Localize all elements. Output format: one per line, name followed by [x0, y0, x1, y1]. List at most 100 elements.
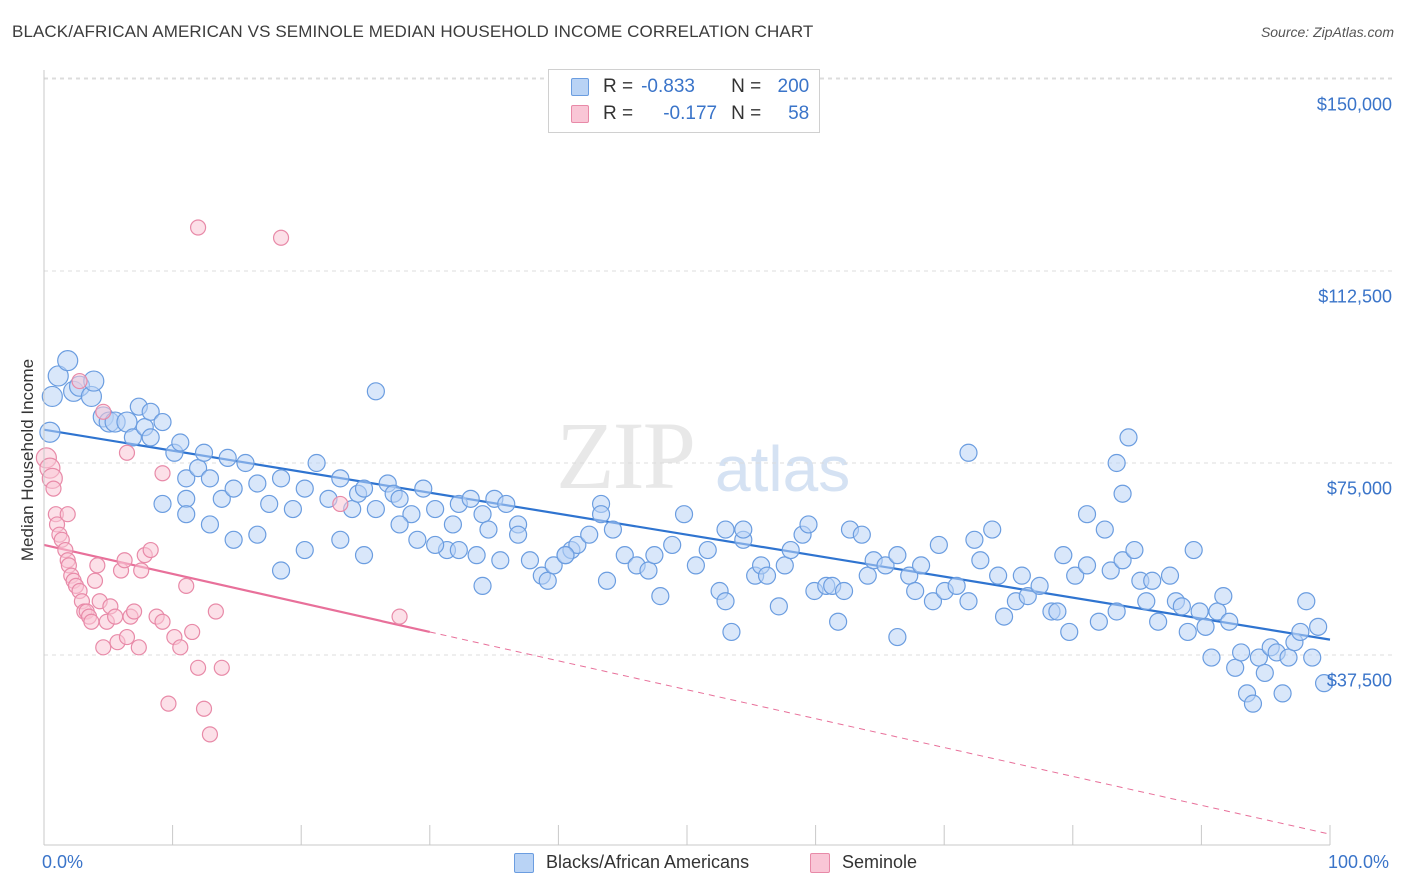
- blacks-point: [1137, 592, 1156, 611]
- blacks-point: [1303, 648, 1322, 667]
- blacks-point: [307, 453, 326, 473]
- blacks-point: [799, 515, 818, 534]
- legend-swatch-pink: [810, 852, 830, 873]
- blacks-point: [568, 535, 587, 555]
- blacks-point: [1054, 546, 1073, 565]
- blacks-point: [639, 561, 658, 580]
- blacks-point: [888, 627, 907, 647]
- blacks-point: [1125, 540, 1144, 560]
- blacks-point: [1101, 561, 1120, 580]
- blacks-point: [1309, 617, 1328, 636]
- correlation-legend: R = -0.833 N = 200 R = -0.177 N = 58: [548, 69, 820, 133]
- y-tick-label: $37,500: [1326, 670, 1392, 691]
- blacks-point: [1089, 612, 1108, 631]
- blacks-point: [1048, 602, 1067, 621]
- blacks-point: [141, 402, 160, 421]
- y-tick-label: $75,000: [1326, 478, 1392, 499]
- blacks-point: [366, 499, 385, 519]
- blacks-point: [224, 479, 243, 498]
- seminole-point: [125, 603, 143, 620]
- blacks-point: [295, 540, 314, 560]
- blacks-point: [1149, 612, 1168, 631]
- blacks-point: [1030, 576, 1049, 595]
- blacks-point: [645, 546, 664, 565]
- blacks-point: [248, 525, 267, 544]
- blacks-point: [989, 566, 1008, 585]
- blacks-point: [651, 587, 670, 606]
- blacks-point: [781, 540, 800, 560]
- r-value-blue: -0.833: [641, 76, 695, 97]
- seminole-point: [116, 552, 133, 569]
- blacks-point: [1178, 622, 1197, 642]
- blacks-point: [123, 428, 142, 447]
- blacks-point: [283, 499, 303, 519]
- seminole-point: [86, 572, 104, 589]
- blacks-point: [829, 612, 848, 631]
- seminole-point: [71, 372, 88, 390]
- blacks-point: [580, 525, 599, 544]
- seminole-point: [107, 608, 124, 625]
- blacks-point: [39, 421, 61, 443]
- r-label: R =: [603, 103, 634, 124]
- blacks-point: [852, 525, 871, 544]
- blacks-point: [1255, 663, 1274, 683]
- seminole-point: [201, 726, 219, 743]
- blacks-point: [1220, 612, 1239, 631]
- legend-swatch-blue: [571, 78, 589, 96]
- blacks-point: [959, 592, 978, 611]
- blacks-point: [923, 592, 943, 611]
- blacks-point: [1113, 551, 1132, 570]
- blacks-point: [1184, 540, 1203, 560]
- blacks-point: [141, 428, 160, 447]
- blacks-point: [1232, 643, 1251, 662]
- blacks-point: [366, 382, 385, 401]
- blacks-point: [1095, 520, 1114, 539]
- seminole-trendline: [43, 543, 431, 634]
- blacks-point: [1077, 505, 1097, 524]
- blacks-point: [994, 607, 1014, 626]
- blacks-point: [177, 505, 196, 524]
- blacks-point: [757, 566, 777, 585]
- seminole-point: [213, 659, 230, 676]
- blacks-point: [331, 530, 350, 549]
- blacks-point: [467, 546, 486, 565]
- blacks-point: [947, 576, 966, 595]
- legend-row-pink: R = -0.177 N = 58: [571, 103, 809, 125]
- blacks-point: [1077, 556, 1097, 575]
- blacks-point: [449, 540, 468, 560]
- blacks-point: [461, 489, 480, 508]
- blacks-point: [1172, 597, 1191, 616]
- blacks-point: [414, 479, 433, 498]
- blacks-point: [354, 546, 374, 565]
- blacks-point: [983, 520, 1002, 539]
- blacks-point: [722, 622, 741, 642]
- seminole-point: [391, 608, 408, 625]
- blacks-point: [1291, 622, 1310, 642]
- blacks-point: [1160, 566, 1180, 585]
- legend-swatch-blue: [514, 852, 534, 873]
- blacks-point: [834, 581, 854, 601]
- seminole-point: [154, 465, 171, 482]
- blacks-point: [354, 479, 374, 498]
- blacks-point: [965, 530, 984, 549]
- blacks-point: [153, 412, 172, 432]
- blacks-point: [769, 597, 788, 616]
- blacks-point: [443, 515, 463, 534]
- seminole-point: [133, 562, 150, 579]
- blacks-point: [194, 443, 214, 462]
- blacks-point: [971, 551, 990, 570]
- blacks-point: [1107, 602, 1126, 621]
- blacks-point: [686, 556, 705, 575]
- legend-row-blue: R = -0.833 N = 200: [571, 76, 809, 98]
- blacks-point: [218, 448, 237, 467]
- blacks-point: [1107, 453, 1126, 473]
- blacks-point: [929, 535, 948, 555]
- watermark-zip: ZIP: [556, 402, 696, 509]
- blacks-point: [509, 525, 528, 544]
- blacks-point: [1243, 694, 1263, 713]
- seminole-point: [172, 639, 189, 656]
- blacks-point: [1314, 674, 1334, 693]
- seminole-point: [118, 628, 136, 646]
- blacks-point: [212, 489, 231, 508]
